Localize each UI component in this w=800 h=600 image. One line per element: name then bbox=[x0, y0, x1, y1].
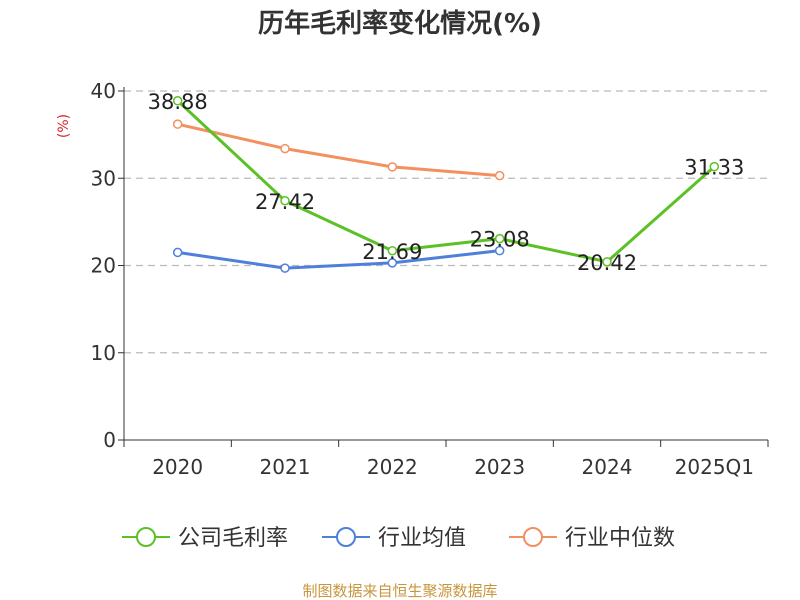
grid-layer bbox=[124, 90, 768, 354]
series-1 bbox=[172, 245, 505, 273]
x-tick-label-2022: 2022 bbox=[367, 455, 418, 479]
point-2-2021 bbox=[280, 143, 290, 154]
legend-marker-1 bbox=[336, 527, 356, 547]
legend-marker-0 bbox=[136, 527, 156, 547]
source-note: 制图数据来自恒生聚源数据库 bbox=[302, 582, 497, 600]
data-label-2025Q1: 31.33 bbox=[684, 156, 744, 180]
x-tick-label-2023: 2023 bbox=[474, 455, 525, 479]
axis-layer: 0 10 20 30 40 2020 2021 2022 2023 2024 2025Q1 bbox=[91, 79, 769, 479]
series-0 bbox=[172, 96, 720, 267]
series-layer bbox=[172, 96, 720, 273]
data-label-2020: 38.88 bbox=[148, 90, 208, 114]
point-1-2023 bbox=[494, 245, 505, 256]
legend-label-1: 行业均值 bbox=[378, 526, 466, 551]
y-tick-label-40: 40 bbox=[91, 79, 116, 103]
x-tick-label-2024: 2024 bbox=[582, 455, 633, 479]
data-label-2023: 23.08 bbox=[470, 228, 530, 252]
point-0-2024 bbox=[602, 257, 612, 267]
x-tick-label-2025Q1: 2025Q1 bbox=[675, 455, 754, 479]
point-1-2020 bbox=[172, 247, 183, 258]
y-tick-label-0: 0 bbox=[103, 428, 116, 452]
x-tick-label-2021: 2021 bbox=[260, 455, 311, 479]
data-label-2022: 21.69 bbox=[362, 240, 422, 264]
point-1-2022 bbox=[387, 258, 398, 268]
series-line-1 bbox=[177, 249, 500, 270]
point-0-2020 bbox=[172, 96, 183, 106]
y-tick-label-20: 20 bbox=[91, 254, 116, 278]
point-1-2021 bbox=[280, 263, 290, 273]
legend: 公司毛利率 行业均值 行业中位数 bbox=[122, 526, 675, 551]
y-tick-label-30: 30 bbox=[91, 166, 116, 190]
y-axis-label: (%) bbox=[56, 114, 72, 138]
point-0-2023 bbox=[494, 233, 505, 244]
y-tick-label-10: 10 bbox=[91, 341, 116, 365]
point-0-2022 bbox=[387, 246, 398, 256]
chart-title: 历年毛利率变化情况(%) bbox=[258, 8, 542, 39]
series-2 bbox=[172, 119, 505, 181]
legend-label-0: 公司毛利率 bbox=[178, 526, 288, 551]
series-line-0 bbox=[176, 99, 716, 264]
series-line-2 bbox=[177, 122, 500, 178]
point-0-2025Q1 bbox=[709, 161, 720, 172]
data-label-2021: 27.42 bbox=[255, 190, 315, 214]
point-2-2020 bbox=[172, 119, 183, 129]
legend-item-2: 行业中位数 bbox=[509, 526, 675, 551]
point-2-2023 bbox=[494, 170, 505, 181]
legend-item-0: 公司毛利率 bbox=[122, 526, 288, 551]
legend-label-2: 行业中位数 bbox=[565, 526, 675, 551]
x-tick-label-2020: 2020 bbox=[152, 455, 203, 479]
label-layer: 38.88 27.42 21.69 23.08 20.42 31.33 bbox=[148, 90, 745, 275]
point-2-2022 bbox=[387, 162, 398, 172]
legend-item-1: 行业均值 bbox=[322, 526, 466, 551]
data-label-2024: 20.42 bbox=[577, 251, 637, 275]
point-0-2021 bbox=[280, 196, 290, 206]
legend-marker-2 bbox=[523, 527, 543, 547]
